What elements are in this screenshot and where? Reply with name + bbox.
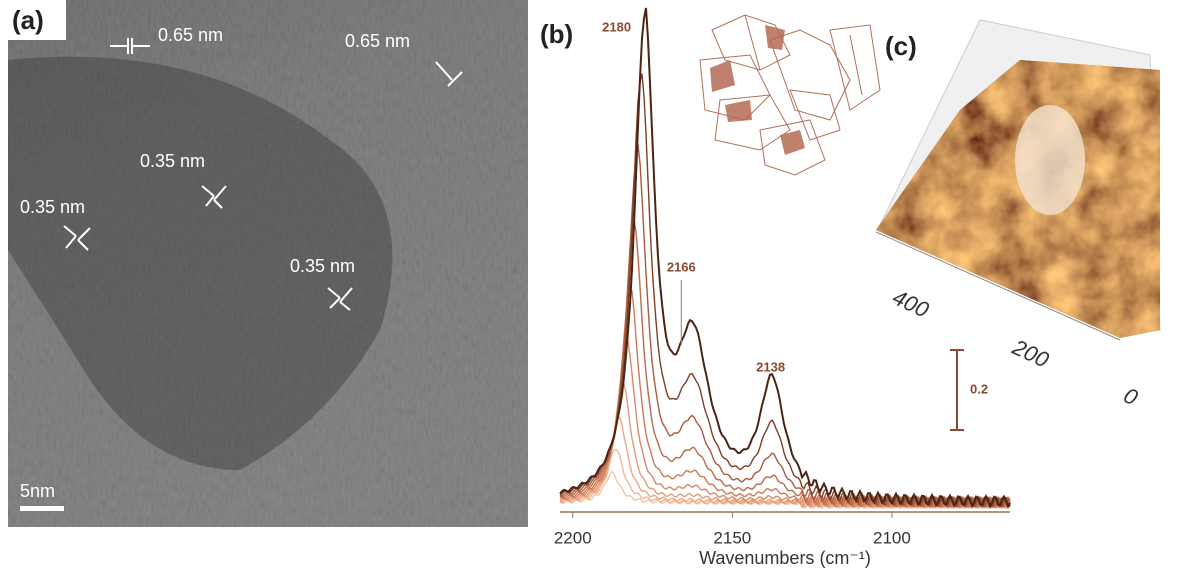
crystal-sketch bbox=[699, 14, 881, 176]
tem-texture bbox=[8, 0, 528, 527]
axis-tick-label: 200 bbox=[1008, 334, 1053, 373]
annotation: 0.35 nm bbox=[20, 197, 85, 217]
spectrum bbox=[559, 383, 1011, 510]
x-tick-label: 2200 bbox=[554, 528, 592, 547]
panel-label: (a) bbox=[12, 5, 44, 35]
afm-axis bbox=[875, 231, 1121, 341]
spectrum bbox=[559, 73, 1011, 509]
spectrum bbox=[559, 7, 1011, 509]
scale-bar-label: 0.2 bbox=[970, 381, 988, 396]
x-tick-label: 2100 bbox=[873, 528, 911, 547]
scale-bar-label: 5nm bbox=[20, 481, 55, 501]
axis-tick-label: 400 bbox=[889, 284, 934, 322]
particle bbox=[8, 56, 393, 471]
peak-label: 2166 bbox=[667, 259, 696, 274]
markers bbox=[63, 38, 463, 311]
annotation: 0.65 nm bbox=[345, 31, 410, 51]
afm-texture bbox=[876, 60, 1160, 338]
peak-label: 2138 bbox=[756, 359, 785, 374]
annotation: 0.35 nm bbox=[290, 256, 355, 276]
annotation: 0.65 nm bbox=[158, 25, 223, 45]
label-box bbox=[8, 0, 66, 40]
panel-c: (c) 400 200 0 bbox=[875, 19, 1161, 411]
axis-tick-label: 0 bbox=[1120, 383, 1142, 411]
peak-label: 2180 bbox=[602, 19, 631, 34]
crystal-sites bbox=[710, 25, 805, 155]
scale-bar bbox=[20, 506, 64, 511]
afm-highlight bbox=[1015, 105, 1085, 215]
x-axis-label: Wavenumbers (cm⁻¹) bbox=[699, 548, 871, 568]
annotation: 0.35 nm bbox=[140, 151, 205, 171]
x-tick-label: 2150 bbox=[713, 528, 751, 547]
panel-label: (c) bbox=[885, 31, 917, 61]
panel-label: (b) bbox=[540, 19, 573, 49]
spectrum bbox=[559, 334, 1011, 510]
panel-a: (a) 0.65 nm 0.65 nm 0.35 nm 0.35 nm 0.35… bbox=[8, 0, 528, 527]
